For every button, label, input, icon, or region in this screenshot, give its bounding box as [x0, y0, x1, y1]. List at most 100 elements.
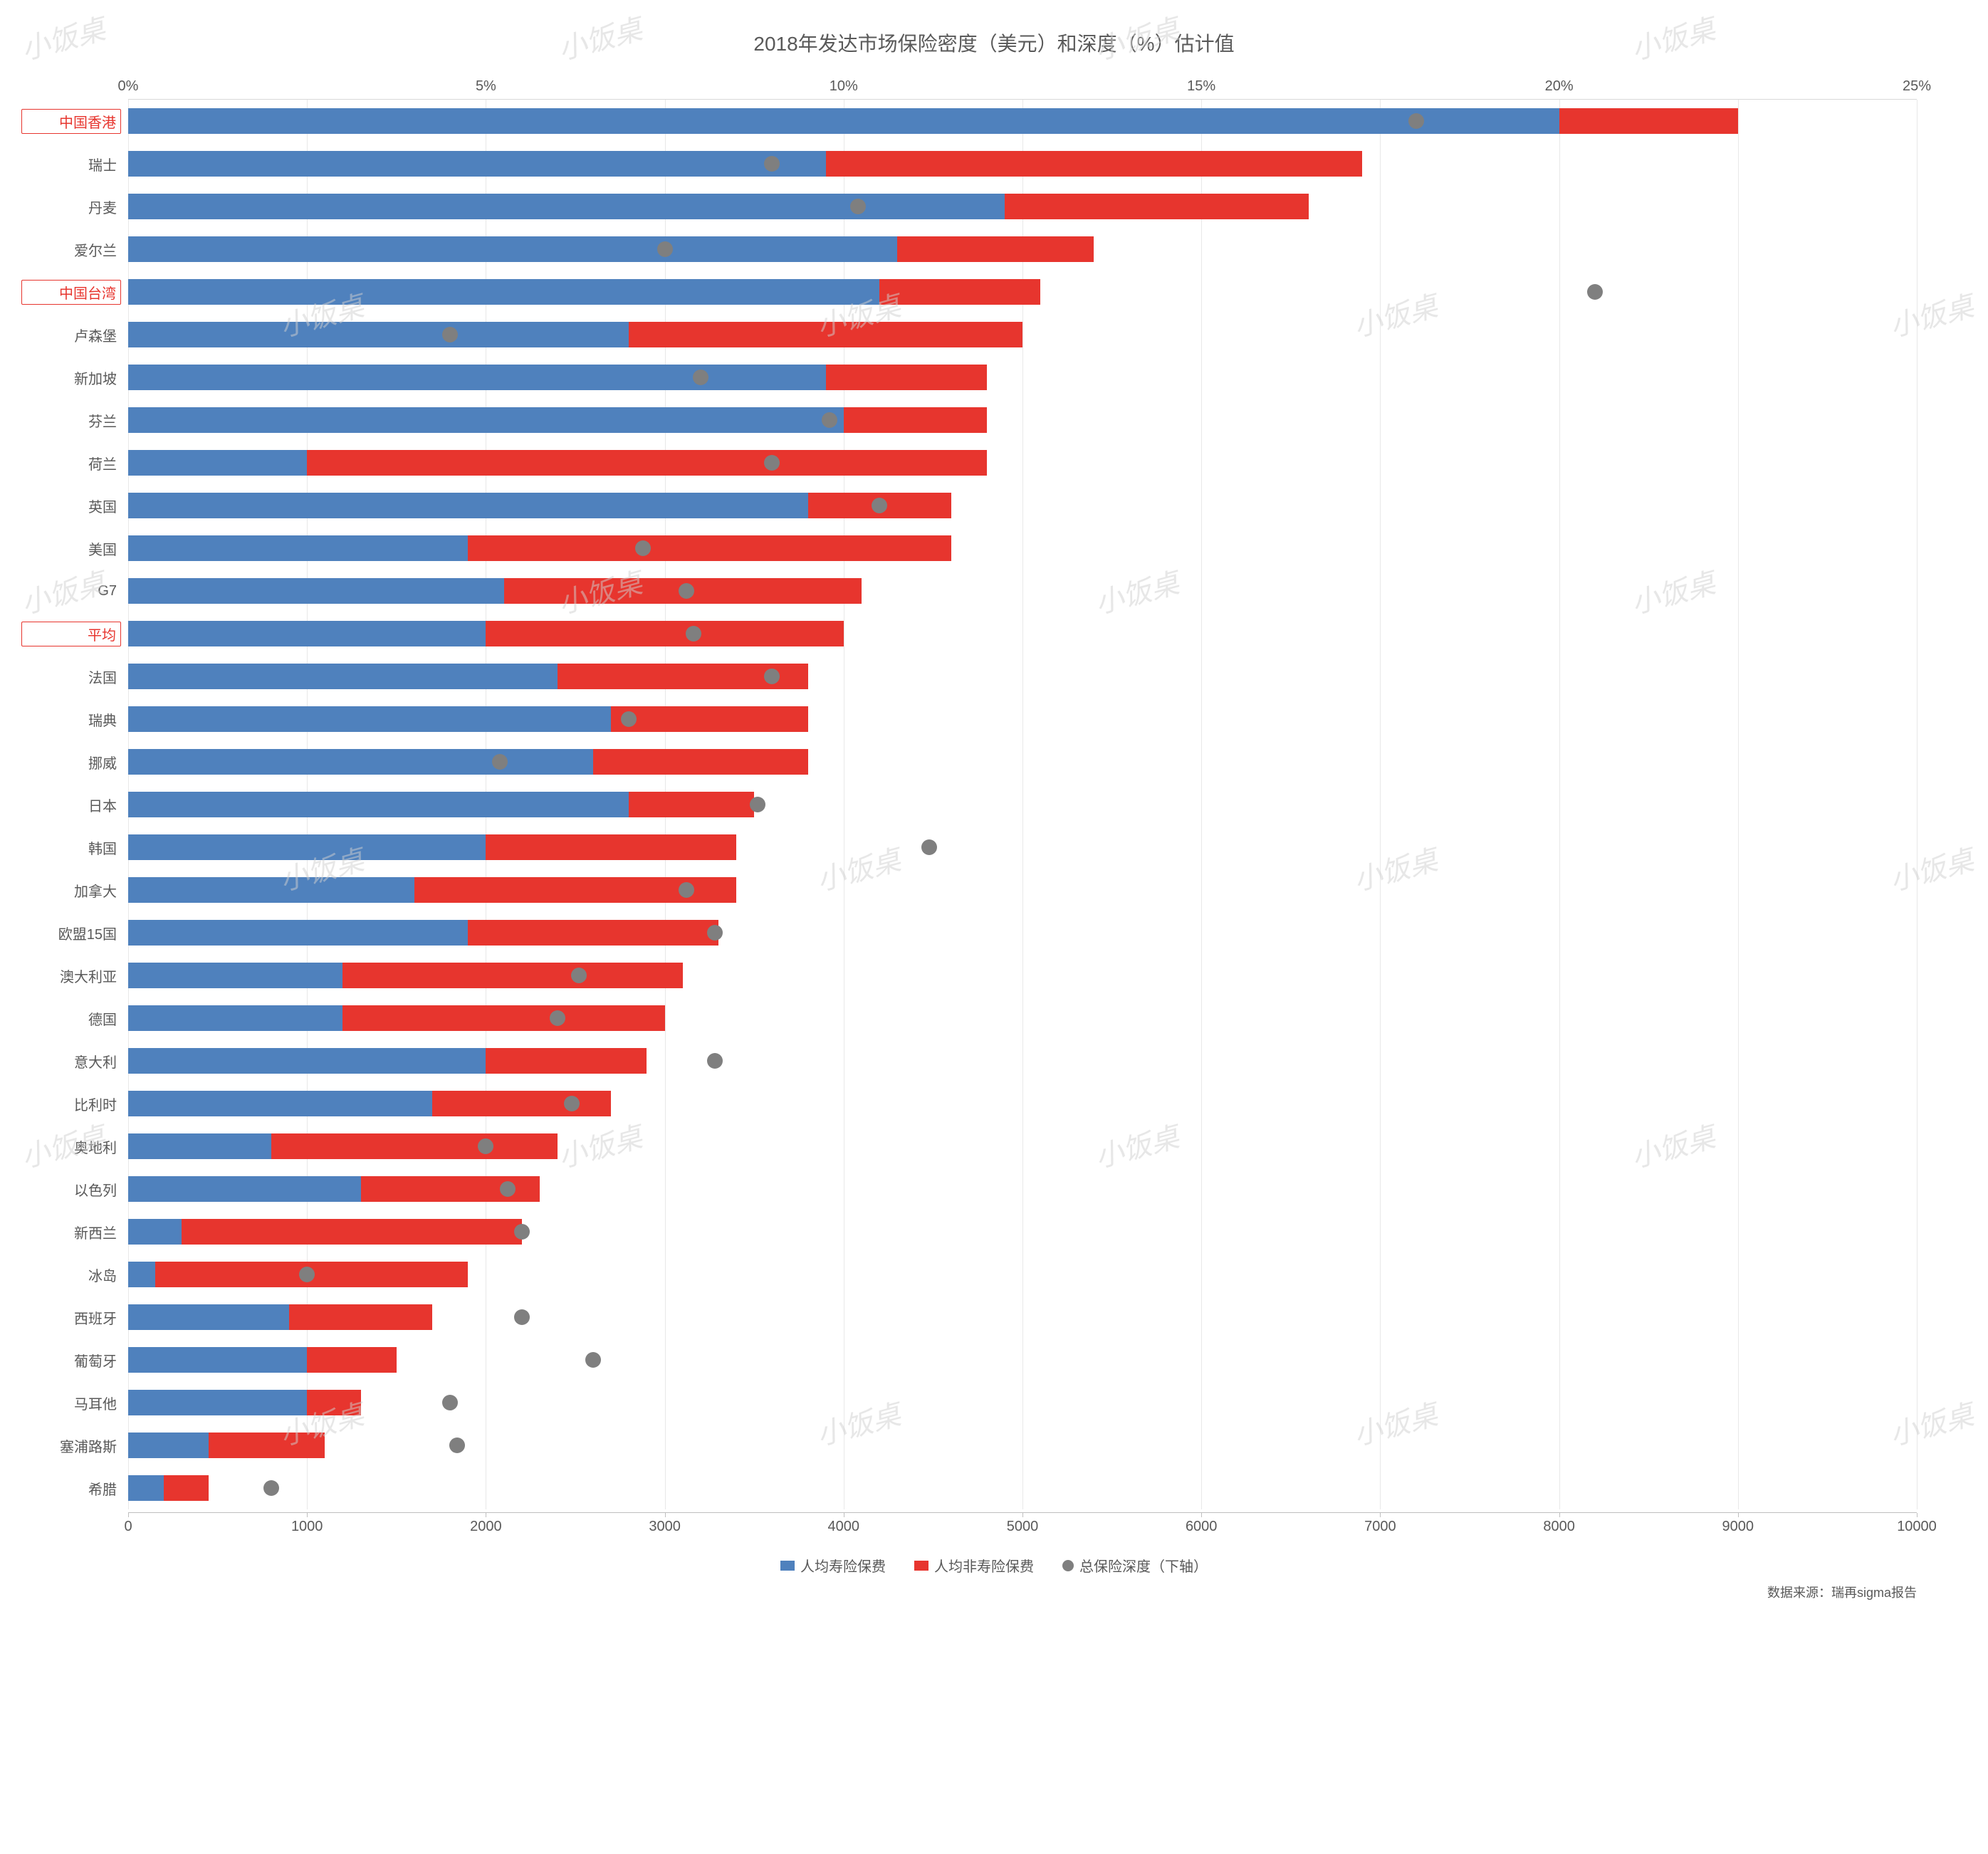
bar-nonlife: [879, 279, 1040, 305]
row-label: 马耳他: [21, 1391, 121, 1415]
bar-life: [128, 151, 826, 177]
row-label: 葡萄牙: [21, 1348, 121, 1372]
bar-life: [128, 1347, 307, 1373]
depth-marker: [585, 1352, 601, 1368]
bottom-axis-tick: 5000: [1007, 1519, 1039, 1535]
bars-region: 中国香港瑞士丹麦爱尔兰中国台湾卢森堡新加坡芬兰荷兰英国美国G7平均法国瑞典挪威日…: [128, 100, 1917, 1509]
depth-marker: [263, 1480, 279, 1496]
top-axis-tick: 20%: [1545, 78, 1574, 95]
bottom-axis: 0100020003000400050006000700080009000100…: [128, 1512, 1917, 1541]
depth-marker: [550, 1010, 565, 1026]
bottom-axis-tick: 1000: [291, 1519, 323, 1535]
row-label: 爱尔兰: [21, 238, 121, 261]
bar-nonlife: [1005, 194, 1309, 219]
row-label: 新加坡: [21, 366, 121, 389]
row-label: 希腊: [21, 1477, 121, 1500]
legend-depth: 总保险深度（下轴）: [1062, 1555, 1208, 1576]
data-row: 希腊: [128, 1467, 1917, 1509]
depth-marker: [571, 968, 587, 983]
data-row: G7: [128, 570, 1917, 612]
bar-nonlife: [629, 322, 1022, 347]
bottom-axis-tick: 7000: [1364, 1519, 1396, 1535]
row-label: 中国台湾: [21, 280, 121, 305]
bar-track: [128, 493, 1917, 518]
bar-life: [128, 792, 629, 817]
bar-life: [128, 1133, 271, 1159]
bar-life: [128, 1475, 164, 1501]
bar-nonlife: [468, 535, 951, 561]
bar-track: [128, 1304, 1917, 1330]
bottom-axis-tick: 10000: [1897, 1519, 1937, 1535]
depth-marker: [707, 1053, 723, 1069]
data-row: 平均: [128, 612, 1917, 655]
bar-nonlife: [486, 621, 843, 646]
row-label: 法国: [21, 665, 121, 688]
bar-life: [128, 963, 342, 988]
row-label: 塞浦路斯: [21, 1434, 121, 1457]
bar-track: [128, 322, 1917, 347]
bar-nonlife: [826, 365, 987, 390]
bar-nonlife: [307, 450, 987, 476]
data-row: 芬兰: [128, 399, 1917, 441]
data-row: 比利时: [128, 1082, 1917, 1125]
data-row: 新加坡: [128, 356, 1917, 399]
depth-marker: [850, 199, 866, 214]
row-label: 欧盟15国: [21, 921, 121, 945]
bar-nonlife: [182, 1219, 521, 1245]
depth-marker: [764, 156, 780, 172]
bottom-axis-tick: 8000: [1543, 1519, 1575, 1535]
bar-life: [128, 365, 826, 390]
bar-nonlife: [1559, 108, 1738, 134]
bar-track: [128, 1433, 1917, 1458]
bar-track: [128, 749, 1917, 775]
bar-track: [128, 1262, 1917, 1287]
bar-track: [128, 236, 1917, 262]
row-label: 英国: [21, 494, 121, 518]
bar-track: [128, 621, 1917, 646]
depth-marker: [621, 711, 637, 727]
data-row: 荷兰: [128, 441, 1917, 484]
bar-track: [128, 151, 1917, 177]
bar-nonlife: [468, 920, 718, 946]
depth-marker: [449, 1437, 465, 1453]
depth-marker: [299, 1267, 315, 1282]
data-row: 葡萄牙: [128, 1339, 1917, 1381]
row-label: 西班牙: [21, 1306, 121, 1329]
bar-nonlife: [629, 792, 754, 817]
data-row: 意大利: [128, 1039, 1917, 1082]
bar-track: [128, 1219, 1917, 1245]
bar-track: [128, 450, 1917, 476]
bar-nonlife: [271, 1133, 558, 1159]
bar-life: [128, 450, 307, 476]
plot-area: 0%5%10%15%20%25% 中国香港瑞士丹麦爱尔兰中国台湾卢森堡新加坡芬兰…: [128, 78, 1917, 1541]
data-row: 澳大利亚: [128, 954, 1917, 997]
bar-track: [128, 365, 1917, 390]
row-label: 瑞士: [21, 152, 121, 176]
bar-nonlife: [897, 236, 1094, 262]
bottom-axis-tick: 2000: [470, 1519, 502, 1535]
top-axis-tick: 0%: [118, 78, 139, 95]
depth-marker: [514, 1224, 530, 1240]
top-axis-tick: 10%: [830, 78, 858, 95]
data-row: 瑞士: [128, 142, 1917, 185]
bar-track: [128, 664, 1917, 689]
bar-track: [128, 963, 1917, 988]
bar-track: [128, 706, 1917, 732]
legend-nonlife-swatch: [914, 1561, 928, 1571]
bar-track: [128, 279, 1917, 305]
bar-track: [128, 535, 1917, 561]
chart-container: 2018年发达市场保险密度（美元）和深度（%）估计值 0%5%10%15%20%…: [28, 28, 1960, 1601]
depth-marker: [500, 1181, 516, 1197]
depth-marker: [764, 669, 780, 684]
row-label: 奥地利: [21, 1135, 121, 1158]
bar-track: [128, 920, 1917, 946]
bar-nonlife: [486, 834, 736, 860]
top-axis-tick: 25%: [1903, 78, 1931, 95]
depth-marker: [442, 1395, 458, 1410]
data-row: 爱尔兰: [128, 228, 1917, 271]
bar-nonlife: [342, 963, 682, 988]
bar-life: [128, 322, 629, 347]
data-row: 冰岛: [128, 1253, 1917, 1296]
bar-track: [128, 1133, 1917, 1159]
data-row: 欧盟15国: [128, 911, 1917, 954]
